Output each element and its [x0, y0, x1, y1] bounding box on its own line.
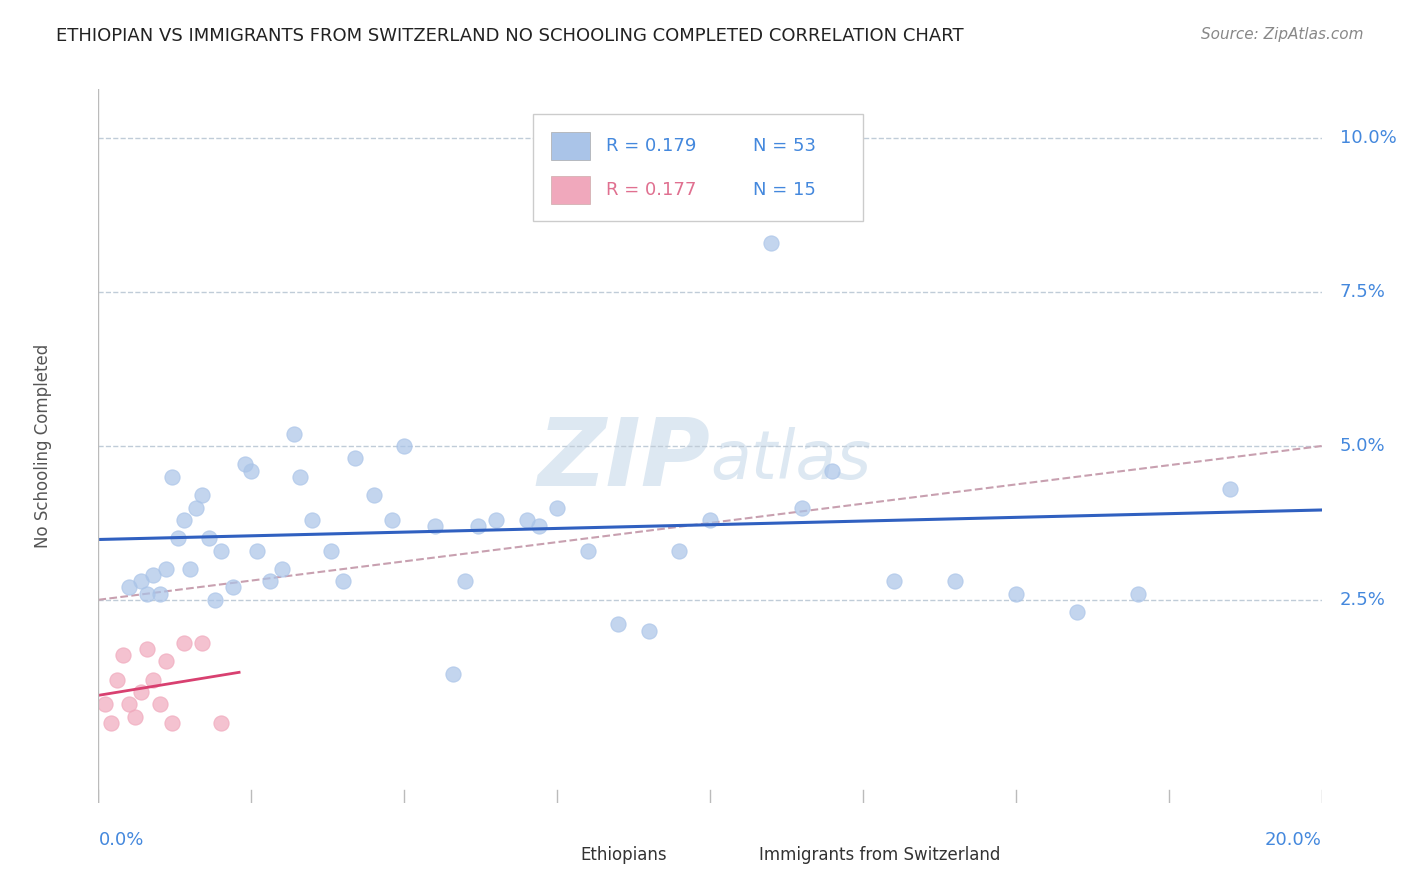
Text: N = 15: N = 15: [752, 181, 815, 199]
Point: [301, 513, 323, 527]
Point: [149, 587, 172, 601]
Point: [100, 715, 122, 730]
Point: [576, 543, 599, 558]
Point: [222, 581, 245, 595]
Point: [363, 488, 385, 502]
Point: [467, 519, 489, 533]
Text: R = 0.177: R = 0.177: [606, 181, 696, 199]
Point: [142, 568, 165, 582]
Text: atlas: atlas: [710, 427, 872, 493]
Point: [191, 636, 214, 650]
Text: R = 0.179: R = 0.179: [606, 136, 696, 154]
Point: [290, 469, 312, 483]
Point: [319, 543, 342, 558]
Point: [259, 574, 281, 589]
Text: 2.5%: 2.5%: [1340, 591, 1386, 609]
Point: [943, 574, 966, 589]
Point: [136, 587, 159, 601]
FancyBboxPatch shape: [533, 114, 863, 221]
FancyBboxPatch shape: [538, 844, 574, 865]
Point: [1219, 482, 1241, 496]
FancyBboxPatch shape: [551, 176, 591, 203]
Point: [246, 543, 269, 558]
FancyBboxPatch shape: [716, 844, 751, 865]
Point: [173, 636, 195, 650]
Point: [142, 673, 165, 687]
Point: [124, 709, 146, 723]
Point: [730, 205, 752, 219]
Point: [637, 624, 661, 638]
Point: [454, 574, 477, 589]
Text: 20.0%: 20.0%: [1265, 831, 1322, 849]
Point: [129, 574, 152, 589]
Point: [423, 519, 446, 533]
Point: [332, 574, 354, 589]
Text: 10.0%: 10.0%: [1340, 129, 1396, 147]
Text: Immigrants from Switzerland: Immigrants from Switzerland: [759, 846, 1000, 863]
Text: 7.5%: 7.5%: [1340, 283, 1386, 301]
Point: [111, 648, 134, 662]
Point: [790, 500, 813, 515]
Point: [160, 469, 183, 483]
Point: [821, 464, 844, 478]
Point: [1004, 587, 1026, 601]
Point: [186, 500, 208, 515]
Point: [149, 698, 172, 712]
Point: [883, 574, 905, 589]
Text: Source: ZipAtlas.com: Source: ZipAtlas.com: [1201, 27, 1364, 42]
Point: [1128, 587, 1150, 601]
Point: [173, 513, 195, 527]
Point: [129, 685, 152, 699]
Point: [1066, 605, 1088, 619]
Point: [167, 531, 190, 545]
Text: ZIP: ZIP: [537, 414, 710, 507]
Point: [209, 715, 232, 730]
Point: [607, 617, 630, 632]
Point: [441, 666, 464, 681]
Point: [381, 513, 404, 527]
Point: [209, 543, 232, 558]
Point: [516, 513, 538, 527]
Point: [191, 488, 214, 502]
Point: [204, 592, 226, 607]
Text: No Schooling Completed: No Schooling Completed: [34, 344, 52, 548]
Point: [118, 698, 141, 712]
Point: [270, 562, 292, 576]
Point: [344, 451, 367, 466]
FancyBboxPatch shape: [551, 132, 591, 160]
Point: [118, 581, 141, 595]
Point: [179, 562, 201, 576]
Point: [668, 543, 690, 558]
Text: 0.0%: 0.0%: [98, 831, 143, 849]
Point: [240, 464, 263, 478]
Point: [546, 500, 568, 515]
Point: [392, 439, 416, 453]
Point: [197, 531, 219, 545]
Point: [527, 519, 550, 533]
Point: [759, 235, 782, 250]
Point: [136, 642, 159, 657]
Point: [160, 715, 183, 730]
Point: [155, 654, 177, 668]
Point: [699, 513, 721, 527]
Text: 5.0%: 5.0%: [1340, 437, 1386, 455]
Point: [105, 673, 128, 687]
Point: [283, 426, 305, 441]
Point: [485, 513, 508, 527]
Text: ETHIOPIAN VS IMMIGRANTS FROM SWITZERLAND NO SCHOOLING COMPLETED CORRELATION CHAR: ETHIOPIAN VS IMMIGRANTS FROM SWITZERLAND…: [56, 27, 965, 45]
Point: [155, 562, 177, 576]
Point: [233, 458, 256, 472]
Point: [93, 698, 115, 712]
Text: N = 53: N = 53: [752, 136, 815, 154]
Text: Ethiopians: Ethiopians: [581, 846, 666, 863]
